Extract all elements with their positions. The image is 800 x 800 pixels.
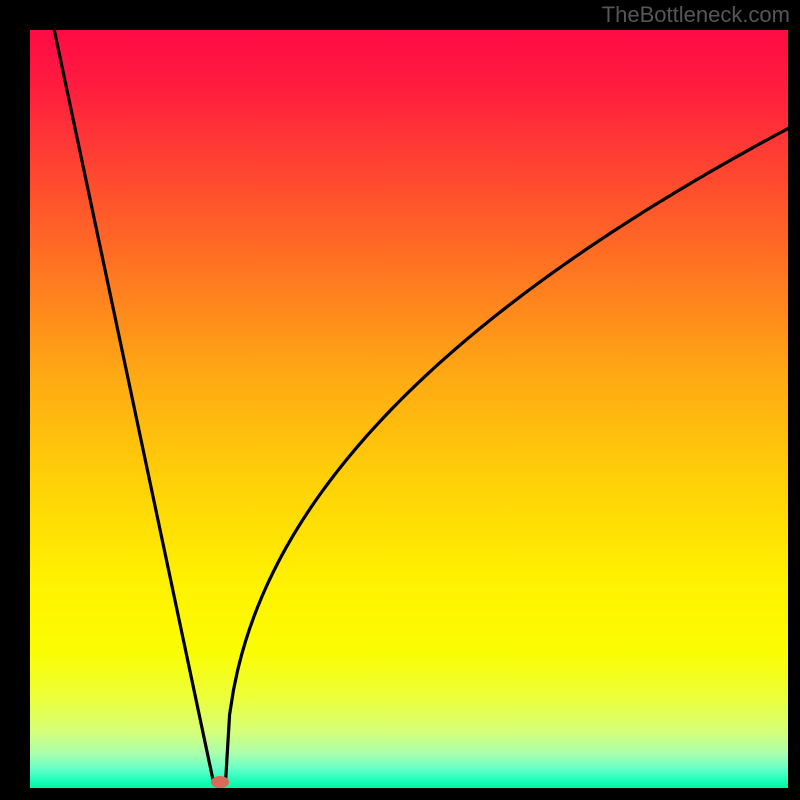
attribution-text: TheBottleneck.com <box>602 2 790 28</box>
bottleneck-curve <box>30 30 788 788</box>
chart-container: TheBottleneck.com <box>0 0 800 800</box>
minimum-marker <box>211 776 229 788</box>
plot-area <box>30 30 788 788</box>
